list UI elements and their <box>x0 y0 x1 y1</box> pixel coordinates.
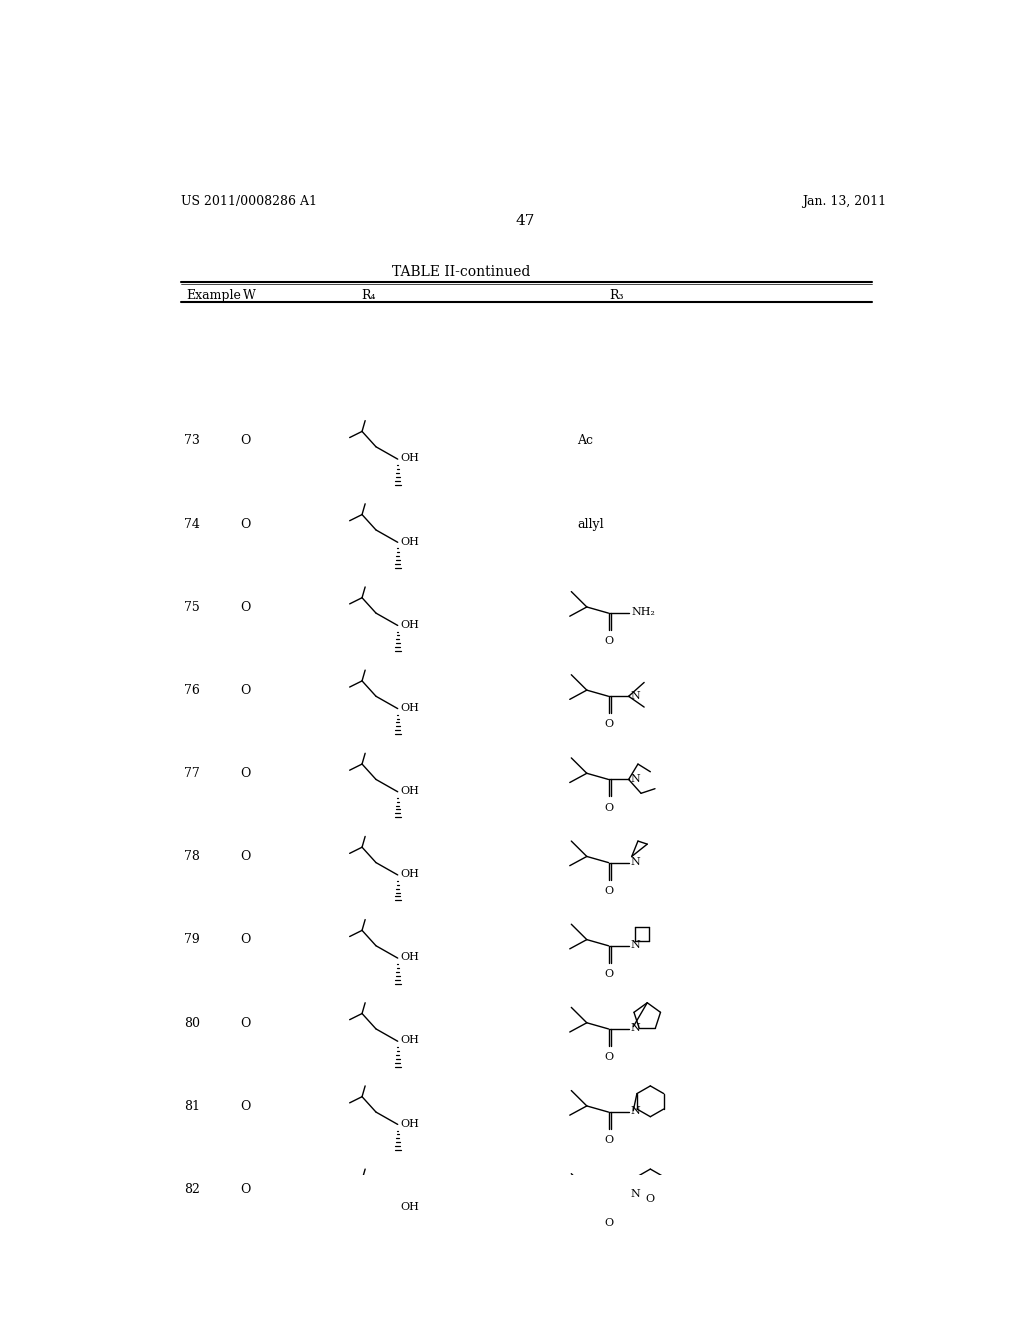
Text: OH: OH <box>400 869 420 879</box>
Text: TABLE II-continued: TABLE II-continued <box>392 264 530 279</box>
Text: 74: 74 <box>184 517 201 531</box>
Text: NH₂: NH₂ <box>631 607 655 618</box>
Text: O: O <box>605 969 613 979</box>
Text: Ac: Ac <box>578 434 594 447</box>
Text: OH: OH <box>400 619 420 630</box>
Text: R₃: R₃ <box>609 289 624 302</box>
Text: O: O <box>241 601 251 614</box>
Text: 47: 47 <box>515 214 535 228</box>
Text: N: N <box>630 690 640 701</box>
Text: R₄: R₄ <box>361 289 376 302</box>
Text: OH: OH <box>400 785 420 796</box>
Text: O: O <box>241 850 251 863</box>
Text: N: N <box>630 1106 640 1117</box>
Text: O: O <box>605 1135 613 1146</box>
Text: allyl: allyl <box>578 517 604 531</box>
Text: OH: OH <box>400 536 420 546</box>
Text: O: O <box>605 719 613 730</box>
Text: O: O <box>241 933 251 946</box>
Text: 81: 81 <box>184 1100 201 1113</box>
Text: W: W <box>243 289 256 302</box>
Text: N: N <box>630 1189 640 1200</box>
Text: OH: OH <box>400 1035 420 1045</box>
Text: O: O <box>605 1218 613 1229</box>
Text: O: O <box>605 1052 613 1063</box>
Text: O: O <box>241 767 251 780</box>
Text: OH: OH <box>400 453 420 463</box>
Text: US 2011/0008286 A1: US 2011/0008286 A1 <box>180 195 316 209</box>
Text: 82: 82 <box>184 1183 201 1196</box>
Text: 77: 77 <box>184 767 201 780</box>
Text: OH: OH <box>400 1201 420 1212</box>
Text: OH: OH <box>400 702 420 713</box>
Text: O: O <box>241 1100 251 1113</box>
Text: N: N <box>630 940 640 950</box>
Text: O: O <box>241 434 251 447</box>
Text: 73: 73 <box>184 434 201 447</box>
Text: Example: Example <box>186 289 241 302</box>
Text: 79: 79 <box>184 933 201 946</box>
Text: OH: OH <box>400 952 420 962</box>
Text: 78: 78 <box>184 850 201 863</box>
Text: O: O <box>645 1195 654 1204</box>
Text: O: O <box>605 886 613 896</box>
Text: O: O <box>241 517 251 531</box>
Text: 75: 75 <box>184 601 201 614</box>
Text: N: N <box>630 857 640 867</box>
Text: O: O <box>605 803 613 813</box>
Text: OH: OH <box>400 1118 420 1129</box>
Text: O: O <box>605 636 613 647</box>
Text: 80: 80 <box>184 1016 201 1030</box>
Text: Jan. 13, 2011: Jan. 13, 2011 <box>802 195 887 209</box>
Text: O: O <box>241 1183 251 1196</box>
Text: O: O <box>241 684 251 697</box>
Text: 76: 76 <box>184 684 201 697</box>
Text: O: O <box>241 1016 251 1030</box>
Text: N: N <box>630 774 640 784</box>
Text: N: N <box>630 1023 640 1034</box>
